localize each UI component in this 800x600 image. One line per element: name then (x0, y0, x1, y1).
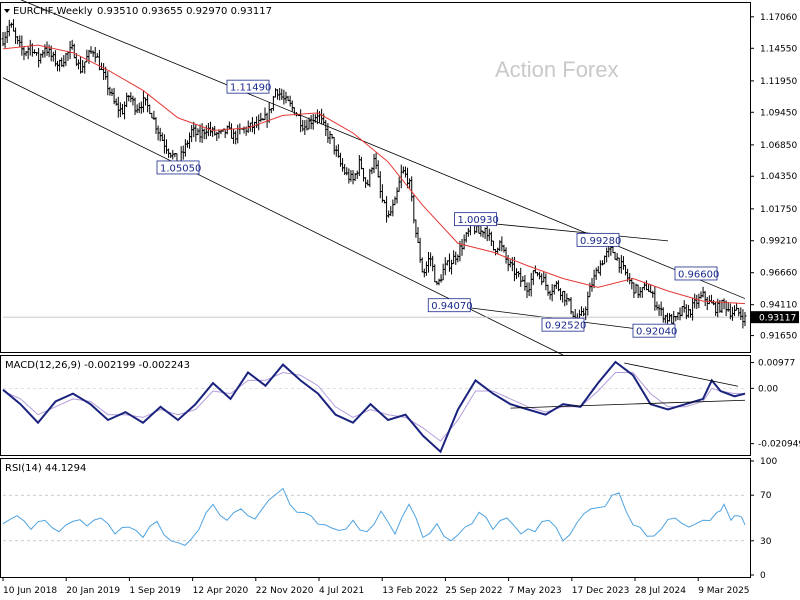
date-tick-label: 28 Jul 2024 (635, 586, 686, 596)
price-tick-label: 1.04350 (760, 172, 797, 182)
price-tick-label: 0.99210 (760, 237, 797, 247)
date-tick-label: 25 Sep 2022 (445, 586, 502, 596)
price-annotation: 1.05050 (156, 160, 201, 174)
price-tick-label: 0.94110 (760, 301, 797, 311)
price-annotation: 0.92040 (632, 323, 677, 338)
date-tick-label: 10 Jun 2018 (3, 586, 57, 596)
date-tick-label: 17 Dec 2023 (572, 586, 630, 596)
annotation-label: 1.00930 (458, 215, 499, 226)
date-tick-label: 7 May 2023 (509, 586, 562, 596)
watermark-text: Action Forex (495, 57, 619, 82)
price-annotation: 0.96600 (674, 266, 719, 280)
channel-upper-line (20, 0, 746, 299)
price-annotation: 0.92520 (541, 317, 586, 332)
price-annotation: 1.11490 (226, 79, 271, 94)
macd-tick-label: 0.00 (758, 384, 778, 394)
rsi-title: RSI(14) 44.1294 (5, 463, 86, 474)
macd-trendline (510, 399, 746, 409)
macd-layer (2, 360, 746, 454)
ohlc-bar (743, 312, 747, 327)
annotation-label: 1.11490 (230, 83, 271, 94)
rsi-line (2, 487, 746, 546)
price-tick-label: 1.11950 (760, 77, 797, 87)
macd-tick-label: -0.020949 (758, 440, 800, 450)
rsi-layer (2, 487, 746, 546)
annotation-label: 0.99280 (580, 236, 621, 247)
price-layer: 1.11490 1.05050 1.00930 0.94070 0.92520 0.992… (1, 0, 747, 356)
axis-layer: 1.17060 1.14550 1.11950 1.09450 1.06850 1.043… (2, 13, 800, 596)
price-tick-label: 1.14550 (760, 44, 797, 54)
rsi-tick-label: 70 (760, 491, 772, 501)
current-price-label: 0.93117 (759, 314, 796, 324)
macd-trendline (624, 362, 739, 387)
current-price-badge (751, 311, 799, 324)
price-annotation: 0.94070 (427, 298, 473, 312)
symbol-timeframe-label: EURCHF,Weekly (13, 6, 93, 17)
price-tick-label: 0.96660 (760, 269, 797, 279)
macd-main-line (2, 360, 746, 454)
wedge-top-line (475, 221, 669, 242)
price-annotation: 0.99280 (576, 232, 621, 247)
rsi-tick-label: 100 (760, 457, 777, 467)
ohlc-values-label: 0.93510 0.93655 0.92970 0.93117 (97, 6, 272, 17)
date-tick-label: 13 Feb 2022 (382, 586, 438, 596)
date-tick-label: 4 Jul 2021 (319, 586, 364, 596)
rsi-pane-frame (0, 458, 751, 578)
collapse-triangle-icon[interactable] (4, 9, 10, 13)
price-tick-label: 1.09450 (760, 108, 797, 118)
rsi-tick-label: 0 (760, 571, 766, 581)
date-tick-label: 22 Nov 2020 (256, 586, 314, 596)
annotation-label: 0.92040 (636, 327, 677, 338)
price-annotation: 1.00930 (454, 212, 499, 226)
macd-tick-label: 0.00977 (758, 359, 795, 369)
price-tick-label: 1.06850 (760, 141, 797, 151)
price-tick-label: 1.17060 (760, 13, 797, 23)
price-tick-label: 1.01750 (760, 205, 797, 215)
rsi-tick-label: 30 (760, 537, 772, 547)
date-tick-label: 20 Jan 2019 (66, 586, 120, 596)
price-pane-frame (0, 2, 751, 353)
annotation-label: 1.05050 (160, 163, 201, 174)
date-tick-label: 12 Apr 2020 (193, 586, 249, 596)
macd-title: MACD(12,26,9) -0.002199 -0.002243 (5, 360, 190, 371)
price-tick-label: 0.91650 (760, 332, 797, 342)
price-title: EURCHF,Weekly 0.93510 0.93655 0.92970 0.… (4, 6, 272, 17)
moving-average-line (2, 44, 746, 305)
annotation-label: 0.94070 (431, 301, 472, 312)
date-tick-label: 9 Mar 2025 (698, 586, 749, 596)
date-tick-label: 1 Sep 2019 (129, 586, 181, 596)
annotation-label: 0.96600 (678, 269, 719, 280)
annotation-label: 0.92520 (545, 321, 586, 332)
